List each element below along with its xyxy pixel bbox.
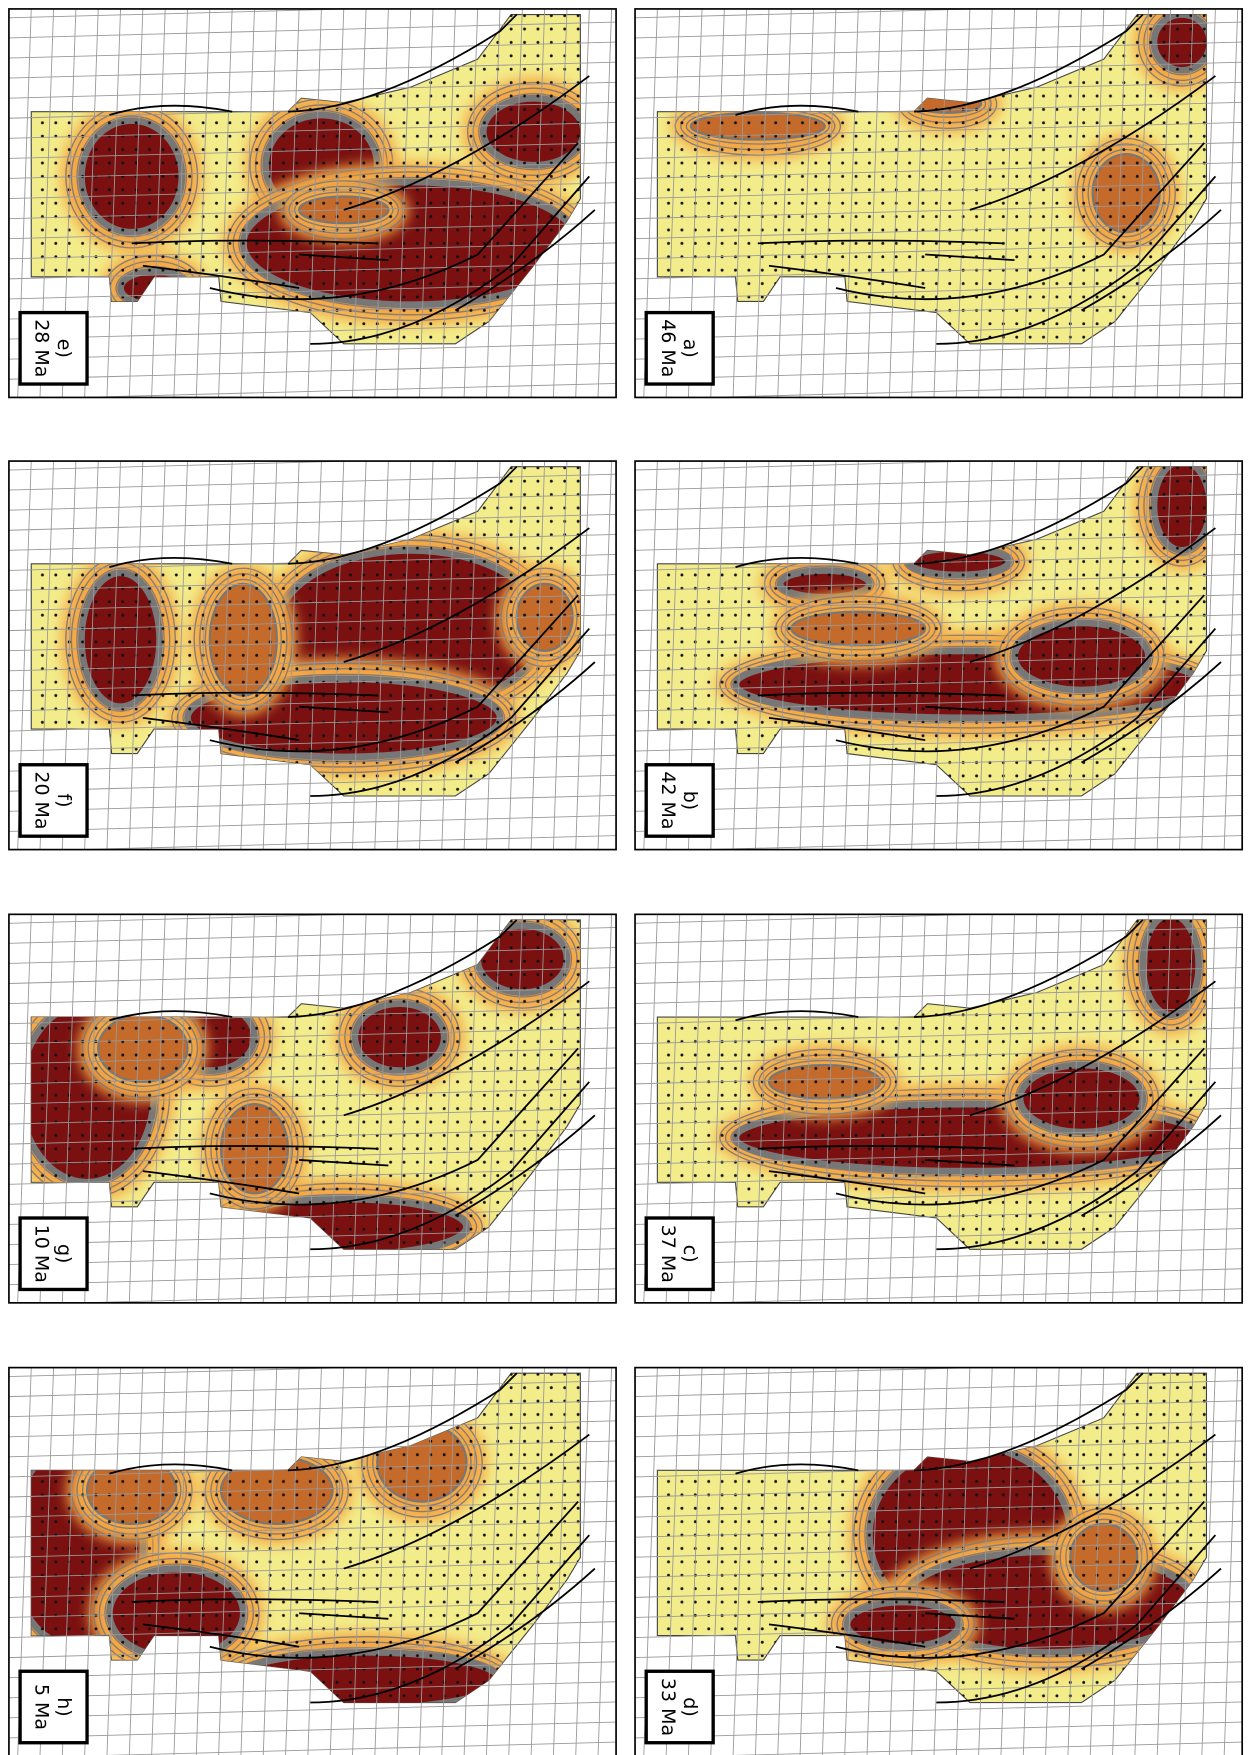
grid-line — [613, 433, 1250, 450]
panel-content — [0, 0, 658, 420]
grid-line — [0, 855, 625, 872]
grid-line — [621, 0, 636, 420]
panel-label: h) — [53, 1697, 75, 1716]
panel-age: 20 Ma — [31, 771, 53, 829]
panel-label: g) — [53, 1244, 75, 1263]
map-panel: a)46 Ma — [598, 0, 1250, 420]
map-panel: e)28 Ma — [0, 0, 658, 420]
grid-line — [1246, 876, 1250, 1309]
grid-line — [620, 876, 635, 1309]
panel-age: 46 Ma — [657, 319, 679, 377]
figure: e)28 Maa)46 Maf)20 Mab)42 Mag)10 Mac)37 … — [0, 0, 1250, 1755]
map-panel: b)42 Ma — [598, 422, 1250, 873]
grid-line — [0, 1340, 639, 1357]
grid-line — [598, 403, 1250, 420]
grid-line — [0, 1309, 625, 1326]
grid-line — [1246, 0, 1250, 403]
panel-label: c) — [679, 1245, 701, 1263]
grid-line — [613, 1340, 1250, 1357]
panel-age: 33 Ma — [657, 1678, 679, 1736]
map-panel: h)5 Ma — [0, 1328, 658, 1755]
panel-content — [0, 1328, 658, 1755]
map-panel: f)20 Ma — [0, 422, 658, 873]
grid-line — [598, 1309, 1250, 1326]
grid-line — [0, 887, 639, 904]
grid-line — [620, 0, 635, 403]
grid-line — [1246, 422, 1250, 855]
panel-age: 5 Ma — [31, 1684, 53, 1730]
panel-content — [0, 422, 658, 873]
grid-line — [0, 403, 625, 420]
grid-line — [1246, 1329, 1250, 1755]
panel-age: 37 Ma — [657, 1225, 679, 1283]
panel-label: a) — [679, 339, 701, 358]
map-panel: d)33 Ma — [598, 1328, 1250, 1755]
panel-label: e) — [53, 339, 75, 358]
map-panel: g)10 Ma — [0, 875, 658, 1326]
panel-label: b) — [679, 791, 701, 810]
grid-line — [620, 422, 635, 855]
grid-line — [598, 855, 1250, 872]
panel-age: 42 Ma — [657, 771, 679, 829]
map-panel: c)37 Ma — [598, 875, 1250, 1326]
grid-line — [621, 1345, 636, 1755]
panel-content — [0, 875, 658, 1326]
panel-age: 28 Ma — [31, 319, 53, 377]
panel-label: d) — [679, 1697, 701, 1716]
grid-line — [620, 1329, 635, 1755]
panel-label: f) — [53, 793, 75, 807]
panel-age: 10 Ma — [31, 1225, 53, 1283]
grid-line — [621, 439, 636, 872]
grid-line — [0, 433, 639, 450]
grid-line — [621, 892, 636, 1325]
page: e)28 Maa)46 Maf)20 Mab)42 Mag)10 Mac)37 … — [0, 0, 1250, 1755]
grid-line — [613, 887, 1250, 904]
